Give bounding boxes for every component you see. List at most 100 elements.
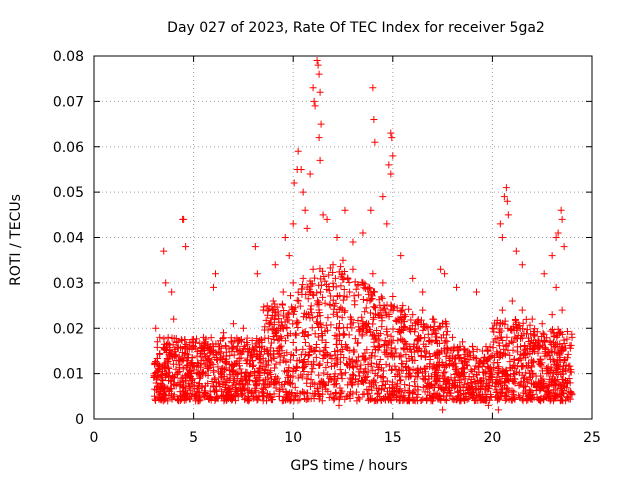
data-point	[177, 374, 185, 382]
data-point	[389, 349, 397, 357]
data-point	[336, 384, 344, 392]
data-point	[473, 371, 481, 379]
data-point	[534, 358, 542, 366]
data-point	[165, 365, 173, 373]
data-point	[320, 273, 328, 281]
data-point	[317, 288, 325, 296]
data-point	[204, 341, 212, 349]
data-point	[162, 279, 170, 287]
data-point	[437, 265, 445, 273]
data-point	[364, 396, 372, 404]
data-point	[351, 278, 359, 286]
data-point	[229, 378, 237, 386]
data-point	[298, 388, 306, 396]
data-point	[331, 380, 339, 388]
data-point	[322, 281, 330, 289]
data-point	[508, 337, 516, 345]
data-point	[246, 376, 254, 384]
data-point	[303, 283, 311, 291]
data-point	[316, 265, 324, 273]
data-point	[308, 324, 316, 332]
data-point	[262, 316, 270, 324]
data-point	[299, 345, 307, 353]
data-point	[343, 360, 351, 368]
data-point	[442, 360, 450, 368]
data-point	[182, 243, 190, 251]
data-point	[349, 379, 357, 387]
data-point	[253, 335, 261, 343]
data-point	[167, 349, 175, 357]
data-point	[374, 331, 382, 339]
data-point	[322, 385, 330, 393]
data-point	[431, 370, 439, 378]
data-point	[260, 393, 268, 401]
data-point	[546, 397, 554, 405]
data-point	[241, 396, 249, 404]
data-point	[322, 349, 330, 357]
data-point	[276, 349, 284, 357]
data-point	[254, 338, 262, 346]
data-point	[293, 296, 301, 304]
data-point	[339, 256, 347, 264]
data-point	[539, 384, 547, 392]
data-point	[419, 326, 427, 334]
data-point	[223, 378, 231, 386]
data-point	[359, 377, 367, 385]
data-point	[441, 377, 449, 385]
data-point	[318, 383, 326, 391]
data-point	[537, 362, 545, 370]
data-point	[160, 335, 168, 343]
data-point	[502, 341, 510, 349]
data-point	[369, 270, 377, 278]
data-point	[315, 309, 323, 317]
data-point	[351, 335, 359, 343]
data-point	[283, 368, 291, 376]
data-point	[338, 270, 346, 278]
data-point	[290, 179, 298, 187]
data-point	[553, 364, 561, 372]
data-point	[299, 364, 307, 372]
data-point	[348, 356, 356, 364]
data-point	[443, 327, 451, 335]
data-point	[491, 353, 499, 361]
data-point	[177, 336, 185, 344]
data-point	[448, 355, 456, 363]
data-point	[549, 326, 557, 334]
data-point	[433, 390, 441, 398]
data-point	[316, 88, 324, 96]
data-point	[548, 366, 556, 374]
data-point	[279, 288, 287, 296]
data-point	[345, 279, 353, 287]
data-point	[172, 351, 180, 359]
data-point	[548, 311, 556, 319]
data-point	[304, 331, 312, 339]
data-point	[397, 326, 405, 334]
data-point	[225, 391, 233, 399]
data-point	[560, 362, 568, 370]
data-point	[349, 265, 357, 273]
data-point	[439, 406, 447, 414]
data-point	[518, 371, 526, 379]
data-point	[497, 377, 505, 385]
data-point	[169, 372, 177, 380]
data-point	[301, 338, 309, 346]
data-point	[381, 341, 389, 349]
data-point	[289, 279, 297, 287]
data-point	[286, 396, 294, 404]
data-point	[252, 353, 260, 361]
data-point	[184, 357, 192, 365]
data-point	[487, 393, 495, 401]
data-point	[229, 344, 237, 352]
data-point	[331, 348, 339, 356]
data-point	[261, 323, 269, 331]
data-point	[486, 382, 494, 390]
data-point	[333, 324, 341, 332]
data-point	[186, 395, 194, 403]
data-point	[255, 356, 263, 364]
data-point	[164, 333, 172, 341]
data-point	[367, 309, 375, 317]
data-point	[320, 369, 328, 377]
data-point	[338, 314, 346, 322]
data-point	[338, 375, 346, 383]
data-point	[497, 348, 505, 356]
